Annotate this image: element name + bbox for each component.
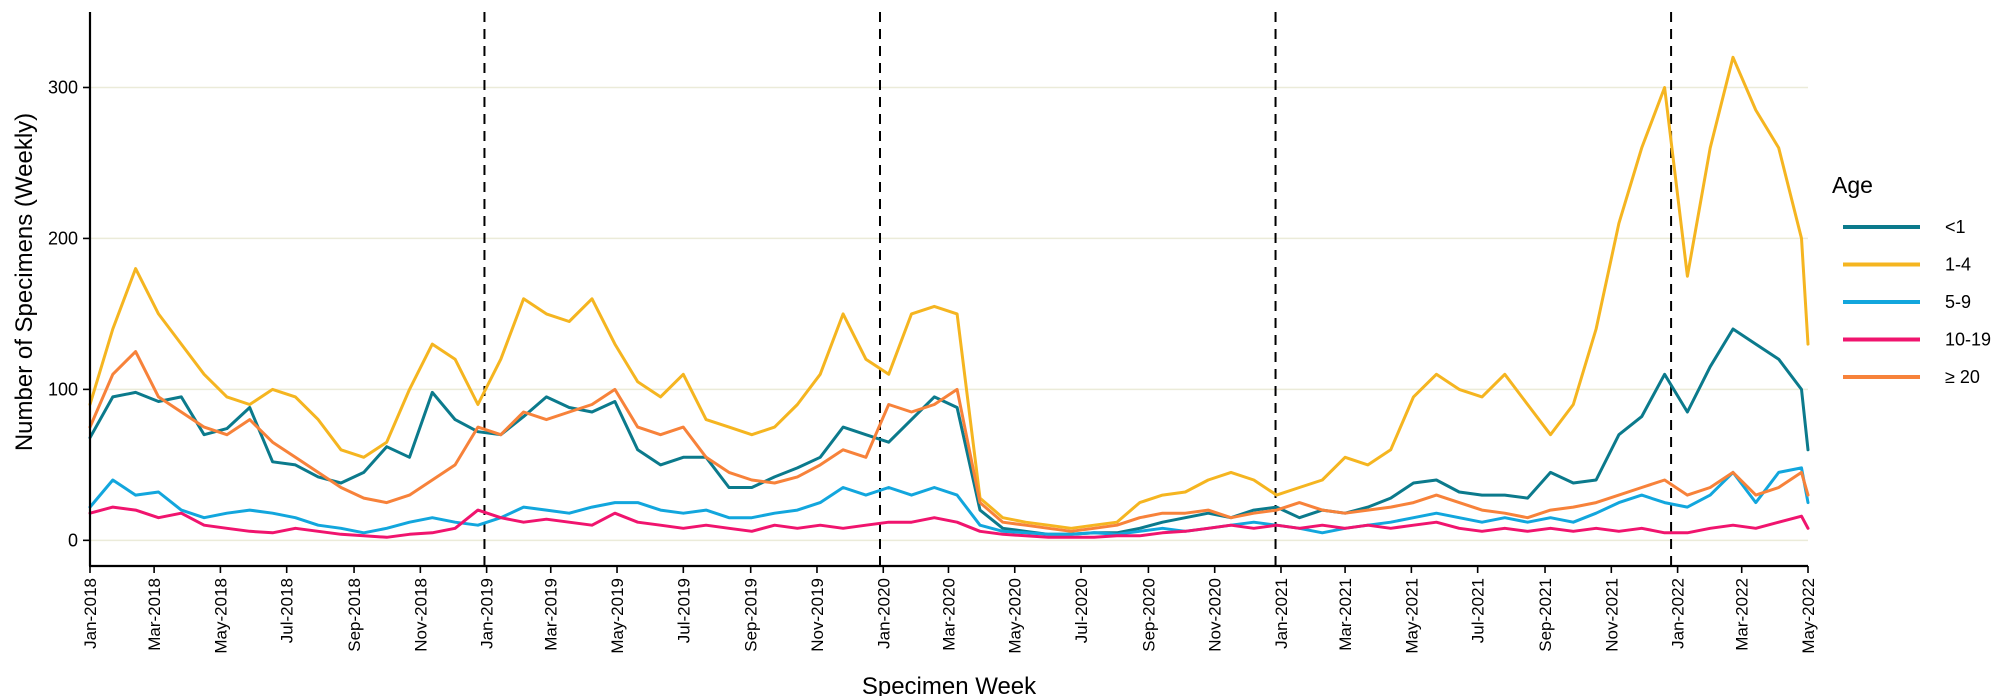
y-tick-label: 300 — [48, 77, 78, 97]
x-tick-label: Sep-2021 — [1536, 578, 1555, 652]
legend-label: ≥ 20 — [1945, 367, 1980, 387]
series-line — [88, 505, 1810, 539]
x-tick-label: Nov-2019 — [808, 578, 827, 652]
legend-label: 5-9 — [1945, 292, 1971, 312]
legend-label: <1 — [1945, 217, 1966, 237]
x-tick-label: Mar-2018 — [145, 578, 164, 651]
legend-label: 10-19 — [1945, 330, 1991, 350]
x-ticks: Jan-2018 Mar-2018 May-2018 Jul-2018 Sep-2018… — [81, 566, 1818, 654]
y-tick-label: 0 — [68, 530, 78, 550]
axes-layer — [88, 12, 1808, 568]
y-axis-title: Number of Specimens (Weekly) — [11, 113, 38, 451]
x-tick-label: Jan-2019 — [478, 578, 497, 649]
y-tick-label: 100 — [48, 379, 78, 399]
x-tick-label: May-2021 — [1402, 578, 1421, 654]
x-tick-label: Jan-2021 — [1272, 578, 1291, 649]
x-tick-label: May-2018 — [211, 578, 230, 654]
x-tick-label: May-2020 — [1006, 578, 1025, 654]
x-tick-label: May-2022 — [1799, 578, 1818, 654]
x-tick-label: Nov-2021 — [1602, 578, 1621, 652]
legend-title: Age — [1832, 172, 1873, 198]
x-tick-label: Sep-2019 — [742, 578, 761, 652]
x-tick-label: Mar-2022 — [1733, 578, 1752, 651]
y-tick-label: 200 — [48, 228, 78, 248]
x-tick-label: Nov-2020 — [1206, 578, 1225, 652]
series-line — [88, 466, 1810, 536]
series-line — [88, 350, 1810, 533]
x-tick-label: Jan-2022 — [1669, 578, 1688, 649]
grid-layer — [90, 86, 1808, 542]
x-tick-label: Sep-2020 — [1139, 578, 1158, 652]
y-ticks: 0 100 200 300 — [48, 77, 90, 550]
legend-label: 1-4 — [1945, 255, 1971, 275]
x-tick-label: Mar-2020 — [939, 578, 958, 651]
legend: Age <1 1-4 5-9 10-19 ≥ 20 — [1832, 172, 1991, 387]
x-tick-label: Mar-2021 — [1336, 578, 1355, 651]
x-tick-label: Jul-2020 — [1072, 578, 1091, 643]
x-axis-title: Specimen Week — [862, 673, 1037, 696]
x-tick-label: Jan-2018 — [81, 578, 100, 649]
x-tick-label: Sep-2018 — [345, 578, 364, 652]
x-tick-label: Jul-2021 — [1469, 578, 1488, 643]
series-line — [88, 55, 1810, 530]
series-line — [88, 327, 1810, 536]
series-layer — [88, 55, 1810, 539]
x-tick-label: Jul-2019 — [674, 578, 693, 643]
x-tick-label: Mar-2019 — [542, 578, 561, 651]
x-tick-label: May-2019 — [608, 578, 627, 654]
season-divider-lines — [483, 12, 1673, 566]
x-tick-label: Jul-2018 — [278, 578, 297, 643]
x-tick-label: Nov-2018 — [411, 578, 430, 652]
x-tick-label: Jan-2020 — [874, 578, 893, 649]
